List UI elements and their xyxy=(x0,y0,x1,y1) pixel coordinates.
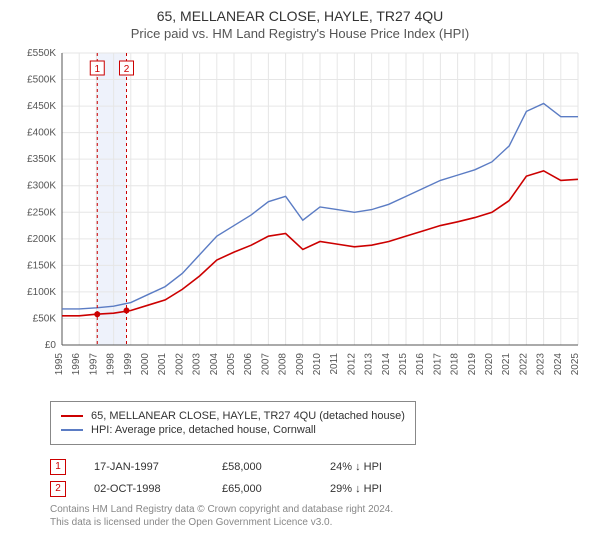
svg-text:£250K: £250K xyxy=(27,207,56,218)
svg-text:£50K: £50K xyxy=(33,313,57,324)
svg-text:2019: 2019 xyxy=(467,353,478,376)
svg-text:2001: 2001 xyxy=(157,353,168,376)
marker-date: 17-JAN-1997 xyxy=(94,461,194,473)
svg-text:£150K: £150K xyxy=(27,260,56,271)
svg-text:1996: 1996 xyxy=(71,353,82,376)
svg-text:£300K: £300K xyxy=(27,181,56,192)
legend-item: 65, MELLANEAR CLOSE, HAYLE, TR27 4QU (de… xyxy=(61,410,405,422)
chart-title: 65, MELLANEAR CLOSE, HAYLE, TR27 4QU xyxy=(12,8,588,24)
svg-text:2013: 2013 xyxy=(364,353,375,376)
svg-text:2022: 2022 xyxy=(518,353,529,376)
svg-text:2017: 2017 xyxy=(432,353,443,376)
svg-text:2003: 2003 xyxy=(192,353,203,376)
line-chart: £0 £50K £100K £150K £200K £250K £300K £350K £400… xyxy=(12,49,588,389)
svg-text:2010: 2010 xyxy=(312,353,323,376)
marker-price: £58,000 xyxy=(222,461,302,473)
svg-text:£200K: £200K xyxy=(27,234,56,245)
sale-markers-table: 1 17-JAN-1997 £58,000 24% ↓ HPI 2 02-OCT-1998… xyxy=(50,459,588,497)
svg-text:£500K: £500K xyxy=(27,75,56,86)
svg-text:2023: 2023 xyxy=(536,353,547,376)
legend-label: HPI: Average price, detached house, Corn… xyxy=(91,424,316,436)
svg-text:2012: 2012 xyxy=(346,353,357,376)
svg-text:2004: 2004 xyxy=(209,353,220,376)
svg-text:£100K: £100K xyxy=(27,287,56,298)
marker-number-box: 2 xyxy=(50,481,66,497)
marker-price: £65,000 xyxy=(222,483,302,495)
svg-text:2021: 2021 xyxy=(501,353,512,376)
credit-line-1: Contains HM Land Registry data © Crown c… xyxy=(50,503,588,516)
marker-number-box: 1 xyxy=(50,459,66,475)
svg-text:2000: 2000 xyxy=(140,353,151,376)
marker-row: 2 02-OCT-1998 £65,000 29% ↓ HPI xyxy=(50,481,588,497)
svg-text:2007: 2007 xyxy=(260,353,271,376)
svg-text:1997: 1997 xyxy=(88,353,99,376)
marker-row: 1 17-JAN-1997 £58,000 24% ↓ HPI xyxy=(50,459,588,475)
svg-text:2009: 2009 xyxy=(295,353,306,376)
credit-text: Contains HM Land Registry data © Crown c… xyxy=(50,503,588,529)
svg-text:2002: 2002 xyxy=(174,353,185,376)
legend-swatch xyxy=(61,415,83,417)
svg-text:£0: £0 xyxy=(45,340,57,351)
legend: 65, MELLANEAR CLOSE, HAYLE, TR27 4QU (de… xyxy=(50,401,416,445)
svg-text:2014: 2014 xyxy=(381,353,392,376)
svg-text:2008: 2008 xyxy=(278,353,289,376)
svg-text:2005: 2005 xyxy=(226,353,237,376)
svg-text:2024: 2024 xyxy=(553,353,564,376)
credit-line-2: This data is licensed under the Open Gov… xyxy=(50,516,588,529)
svg-text:£550K: £550K xyxy=(27,49,56,59)
chart-svg: £0 £50K £100K £150K £200K £250K £300K £350K £400… xyxy=(12,49,588,389)
svg-text:2006: 2006 xyxy=(243,353,254,376)
svg-text:2015: 2015 xyxy=(398,353,409,376)
legend-item: HPI: Average price, detached house, Corn… xyxy=(61,424,405,436)
svg-text:2: 2 xyxy=(124,64,130,75)
svg-text:1: 1 xyxy=(94,64,100,75)
svg-text:2011: 2011 xyxy=(329,353,340,375)
svg-text:2016: 2016 xyxy=(415,353,426,376)
svg-text:1995: 1995 xyxy=(54,353,65,376)
svg-text:1999: 1999 xyxy=(123,353,134,376)
legend-label: 65, MELLANEAR CLOSE, HAYLE, TR27 4QU (de… xyxy=(91,410,405,422)
marker-pct: 29% ↓ HPI xyxy=(330,483,430,495)
svg-text:2018: 2018 xyxy=(450,353,461,376)
marker-date: 02-OCT-1998 xyxy=(94,483,194,495)
legend-swatch xyxy=(61,429,83,431)
svg-text:1998: 1998 xyxy=(106,353,117,376)
svg-text:£400K: £400K xyxy=(27,128,56,139)
svg-text:2025: 2025 xyxy=(570,353,581,376)
chart-container: 65, MELLANEAR CLOSE, HAYLE, TR27 4QU Pri… xyxy=(0,0,600,537)
svg-text:£350K: £350K xyxy=(27,154,56,165)
svg-text:2020: 2020 xyxy=(484,353,495,376)
chart-subtitle: Price paid vs. HM Land Registry's House … xyxy=(12,26,588,41)
marker-pct: 24% ↓ HPI xyxy=(330,461,430,473)
svg-text:£450K: £450K xyxy=(27,101,56,112)
